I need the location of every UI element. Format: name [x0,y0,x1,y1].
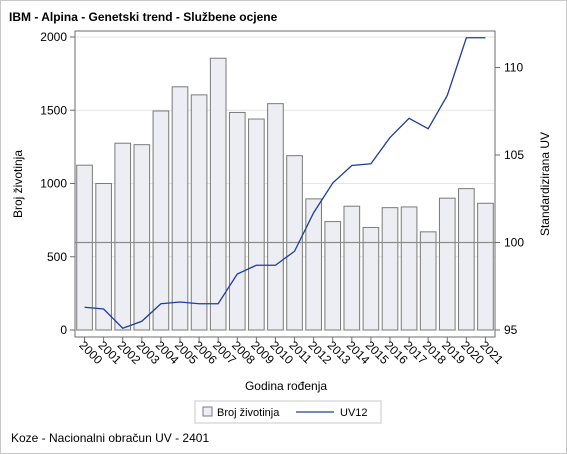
bar-2013 [324,221,342,331]
y-tick-label: 2000 [40,30,67,44]
bar-2009 [248,118,265,331]
bar-2008 [228,111,246,331]
chart-title: IBM - Alpina - Genetski trend - Službene… [9,10,278,24]
bar-2004 [152,110,170,331]
bar-2006 [190,94,208,331]
y-tick-label: 1000 [40,177,67,191]
y-tick-label: 1500 [40,103,67,117]
bar-2019 [438,197,456,331]
legend-label-bar: Broj životinja [217,407,280,419]
bar-2020 [458,188,475,331]
y-axis-label: Broj životinja [11,150,25,218]
bar-2014 [343,205,361,331]
bar-2001 [95,183,112,331]
bar-2012 [305,198,322,331]
bar-2005 [171,86,189,331]
y2-tick-label: 95 [504,323,518,337]
bar-2010 [267,103,284,331]
series-line-uv12 [84,37,486,330]
legend: Broj životinja UV12 [194,400,382,424]
x-axis-label: Godina rođenja [245,379,327,393]
line-layer [84,37,486,330]
legend-label-line: UV12 [340,407,368,419]
bar-layer [76,57,494,331]
y2-tick-label: 105 [504,148,524,162]
bar-2016 [381,207,399,331]
bar-2003 [133,144,151,331]
footnote: Koze - Nacionalni obračun UV - 2401 [11,431,210,445]
y2-tick-label: 100 [504,236,524,250]
bar-2000 [76,164,93,331]
bar-2007 [209,57,227,331]
legend-box [194,400,382,424]
y2-axis-label: Standardizirana UV [538,132,552,236]
bar-2021 [477,202,494,331]
y-tick-label: 500 [47,250,67,264]
bar-2018 [419,231,437,331]
y2-tick-label: 110 [504,61,523,75]
bar-2017 [400,206,418,331]
bar-2002 [114,142,132,331]
bar-2015 [362,226,380,331]
legend-swatch-bar [202,406,213,417]
y-tick-label: 0 [60,323,67,337]
